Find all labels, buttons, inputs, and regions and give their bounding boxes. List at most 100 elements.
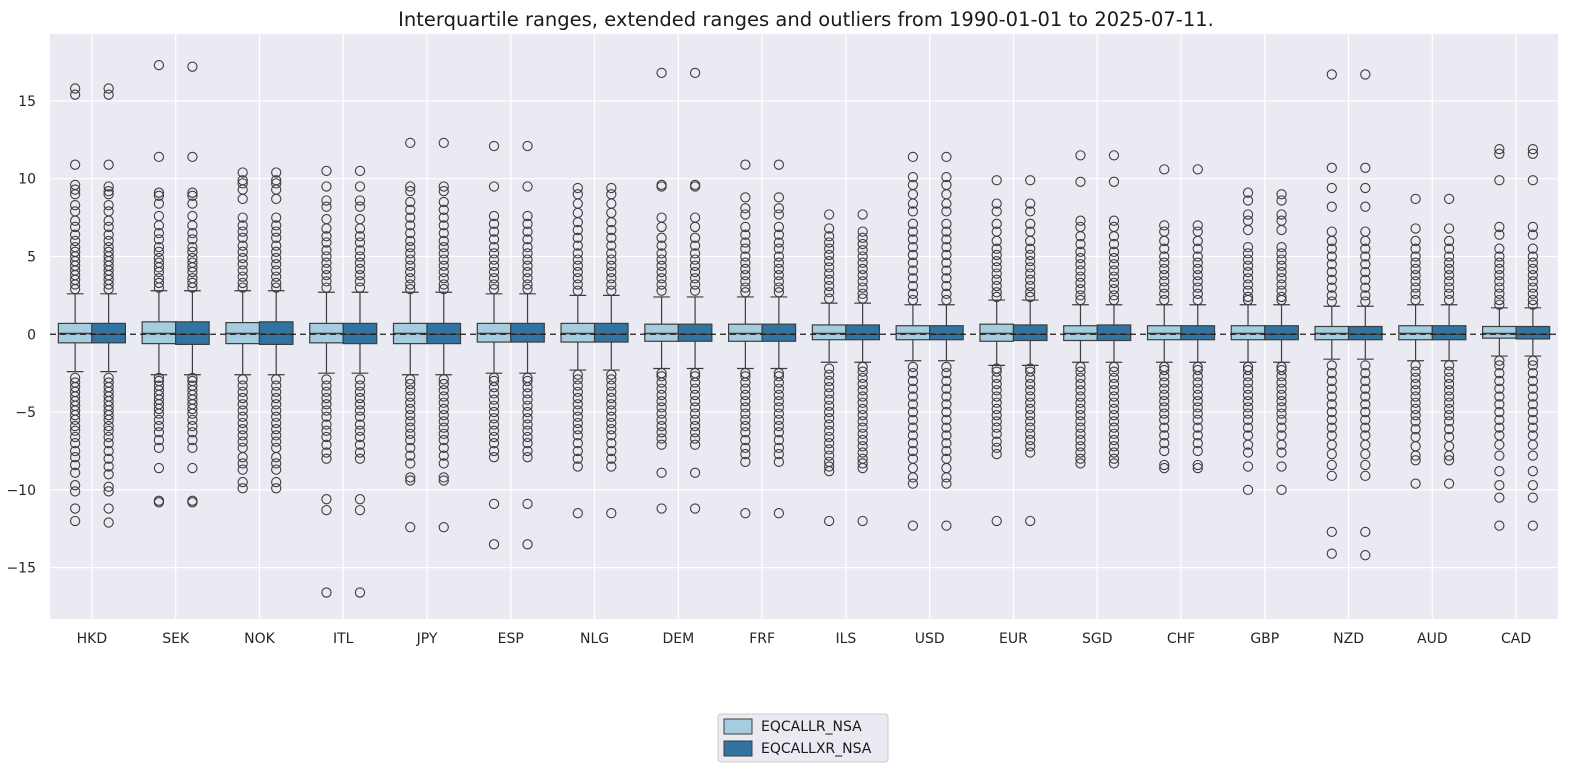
outlier-point [103, 503, 114, 514]
outlier-point [153, 442, 165, 454]
outlier-point [69, 452, 81, 463]
outlier-point [823, 444, 835, 455]
outlier-point [69, 431, 81, 443]
outlier-point [1443, 294, 1455, 306]
outlier-point [1276, 260, 1287, 271]
outlier-point [237, 442, 248, 454]
box-group [1481, 143, 1517, 531]
outlier-point [1276, 291, 1287, 303]
outlier-point [1192, 402, 1203, 413]
outlier-point [1108, 265, 1120, 276]
outlier-point [488, 498, 500, 510]
outlier-point [187, 220, 198, 231]
outlier-point [1443, 270, 1455, 281]
outlier-point [572, 411, 583, 422]
outlier-point [522, 425, 533, 436]
iqr-box [1264, 325, 1299, 341]
outlier-point [740, 434, 751, 446]
outlier-point [1242, 195, 1254, 206]
outlier-point [907, 273, 919, 284]
outlier-point [740, 456, 751, 468]
outlier-point [606, 461, 617, 472]
outlier-point [1108, 259, 1120, 270]
outlier-point [1276, 389, 1287, 401]
outlier-point [1326, 201, 1337, 212]
outlier-point [941, 399, 952, 410]
outlier-point [1192, 389, 1203, 401]
outlier-point [271, 386, 282, 397]
outlier-point [606, 411, 617, 422]
outlier-point [1410, 270, 1421, 281]
outlier-point [572, 182, 583, 194]
outlier-point [656, 420, 667, 432]
outlier-point [438, 374, 449, 385]
outlier-point [522, 413, 533, 424]
outlier-point [69, 279, 81, 290]
outlier-point [773, 448, 785, 460]
x-tick-label: SEK [162, 631, 190, 647]
outlier-point [187, 434, 198, 446]
outlier-point [857, 434, 868, 446]
outlier-point [1242, 187, 1254, 198]
outlier-point [1527, 520, 1539, 531]
outlier-point [187, 151, 198, 163]
outlier-point [187, 190, 198, 201]
outlier-point [1075, 215, 1086, 226]
outlier-point [689, 285, 701, 296]
outlier-point [941, 265, 952, 276]
outlier-point [1443, 410, 1455, 421]
outlier-point [405, 266, 416, 278]
outlier-point [1242, 224, 1254, 236]
outlier-point [488, 234, 500, 245]
outlier-point [153, 59, 165, 71]
iqr-box [560, 322, 596, 343]
box-group [979, 175, 1015, 527]
outlier-point [606, 217, 617, 228]
outlier-point [354, 237, 366, 248]
outlier-point [103, 425, 114, 436]
outlier-point [1075, 150, 1086, 161]
outlier-point [1443, 431, 1455, 443]
outlier-point [1443, 372, 1455, 383]
outlier-point [69, 372, 81, 383]
outlier-point [1494, 229, 1505, 240]
outlier-point [1108, 416, 1120, 427]
outlier-point [522, 498, 533, 510]
outlier-point [823, 209, 835, 220]
outlier-point [522, 406, 533, 418]
outlier-point [941, 445, 952, 457]
outlier-point [823, 450, 835, 461]
outlier-point [1075, 434, 1086, 446]
outlier-point [237, 424, 248, 435]
outlier-point [907, 399, 919, 410]
outlier-point [689, 181, 701, 192]
outlier-point [1527, 282, 1539, 293]
outlier-point [237, 386, 248, 397]
outlier-point [438, 458, 449, 469]
y-axis-tick-labels: −15 −10 −5 0 5 10 15 [6, 94, 36, 577]
outlier-point [1025, 287, 1036, 298]
outlier-point [438, 391, 449, 402]
outlier-point [1527, 391, 1539, 402]
outlier-point [740, 287, 751, 298]
outlier-point [857, 226, 868, 237]
outlier-point [1108, 246, 1120, 257]
outlier-point [572, 380, 583, 391]
outlier-point [1159, 276, 1170, 287]
outlier-point [1527, 480, 1539, 491]
outlier-point [69, 425, 81, 436]
outlier-point [857, 288, 868, 299]
outlier-point [405, 137, 416, 149]
outlier-point [271, 411, 282, 422]
outlier-point [405, 385, 416, 396]
iqr-box [811, 324, 847, 341]
outlier-point [1527, 430, 1539, 441]
outlier-point [689, 433, 701, 444]
box-group [392, 137, 428, 533]
outlier-point [488, 431, 500, 443]
box-group [929, 151, 964, 531]
outlier-point [1360, 383, 1371, 394]
outlier-point [1276, 189, 1287, 200]
outlier-point [1443, 193, 1455, 205]
outlier-point [488, 406, 500, 418]
